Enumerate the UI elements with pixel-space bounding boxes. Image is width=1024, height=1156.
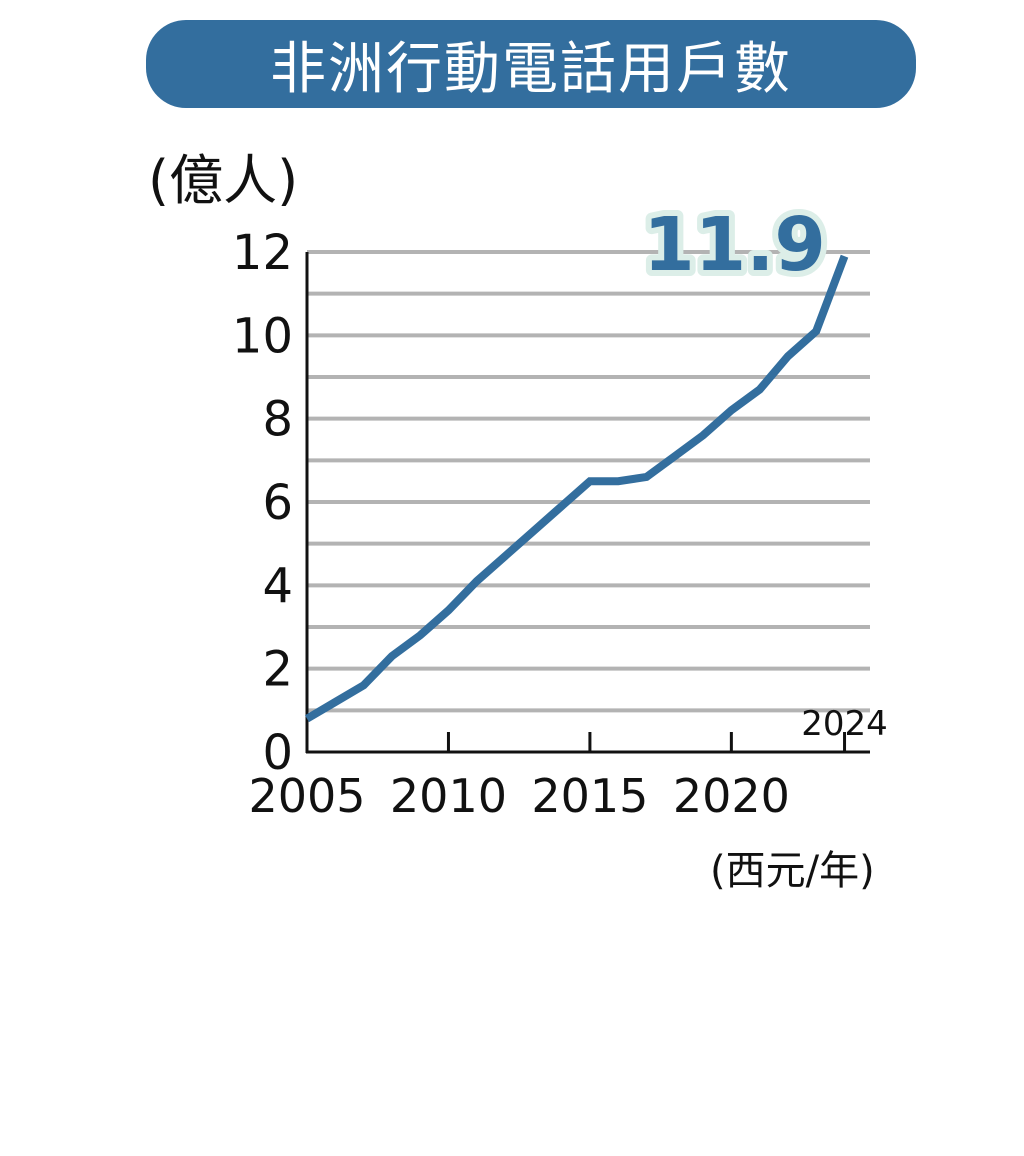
gridlines xyxy=(307,250,870,713)
annotation-halo: 11.9 xyxy=(643,202,826,288)
x-tick-label: 2010 xyxy=(390,769,507,823)
x-tick-label-2024: 2024 xyxy=(801,704,888,744)
y-tick-label: 2 xyxy=(262,642,293,698)
series-line xyxy=(304,254,849,723)
x-tick-label: 2020 xyxy=(673,769,790,823)
chart-title: 非洲行動電話用戶數 xyxy=(270,36,792,102)
x-axis-unit-label: (西元/年) xyxy=(710,848,875,894)
y-tick-label: 8 xyxy=(262,392,293,448)
y-axis-unit-label: (億人) xyxy=(148,149,299,212)
x-tick-label: 2005 xyxy=(248,769,365,823)
axes xyxy=(305,252,870,754)
y-tick-label: 6 xyxy=(262,475,293,531)
y-tick-label: 12 xyxy=(232,225,293,281)
y-tick-label: 4 xyxy=(262,558,293,614)
x-tick-label: 2015 xyxy=(531,769,648,823)
title-banner: 非洲行動電話用戶數 xyxy=(146,20,916,108)
y-tick-label: 10 xyxy=(232,308,293,364)
annotation-value-label: 11.9 xyxy=(643,202,826,288)
series-layer xyxy=(304,254,849,723)
y-tick-label: 0 xyxy=(262,725,293,781)
